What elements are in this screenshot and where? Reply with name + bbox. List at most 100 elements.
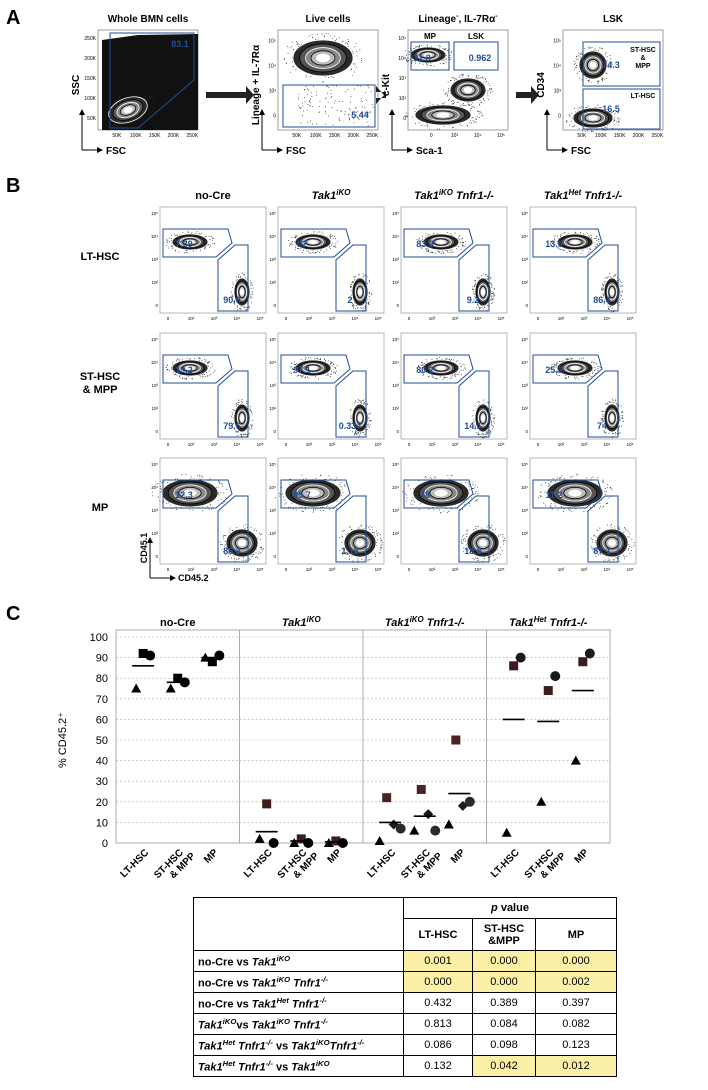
event-dot — [463, 370, 464, 371]
event-dot — [246, 309, 247, 310]
event-dot — [615, 400, 616, 401]
event-dot — [335, 373, 336, 374]
column-header-part: iKO — [439, 188, 454, 197]
event-dot — [472, 107, 473, 108]
event-dot — [243, 560, 244, 561]
event-dot — [358, 433, 359, 434]
event-dot — [355, 433, 356, 434]
event-dot — [381, 540, 382, 541]
event-dot — [341, 482, 342, 483]
event-dot — [297, 235, 298, 236]
x-tick-label: 10⁵ — [627, 442, 634, 447]
x-tick-label: 10³ — [452, 442, 459, 447]
event-dot — [166, 245, 167, 246]
event-dot — [621, 286, 622, 287]
event-dot — [485, 78, 486, 79]
event-dot — [595, 49, 596, 50]
event-dot — [171, 367, 172, 368]
event-dot — [169, 241, 170, 242]
event-dot — [331, 362, 332, 363]
event-dot — [296, 41, 297, 42]
event-dot — [593, 131, 594, 132]
y-tick-label: 10⁴ — [268, 64, 276, 70]
event-dot — [414, 108, 415, 109]
event-dot — [370, 529, 371, 530]
event-dot — [310, 76, 311, 77]
column-header-part: Tak1 — [544, 190, 569, 202]
event-dot — [329, 246, 330, 247]
event-dot — [580, 78, 581, 79]
event-dot — [477, 402, 478, 403]
event-dot — [238, 277, 239, 278]
event-dot — [610, 55, 611, 56]
event-dot — [609, 401, 610, 402]
event-dot — [474, 494, 475, 495]
event-dot — [470, 110, 471, 111]
event-dot — [602, 419, 603, 420]
event-dot — [283, 497, 284, 498]
event-dot — [284, 59, 285, 60]
event-dot — [448, 100, 449, 101]
event-dot — [369, 292, 370, 293]
event-dot — [251, 412, 252, 413]
event-dot — [480, 100, 481, 101]
event-dot — [362, 308, 363, 309]
x-tick-label: 10² — [188, 567, 195, 572]
gate-name-line: LSK — [468, 32, 484, 41]
event-dot — [472, 102, 473, 103]
event-dot — [427, 126, 428, 127]
event-dot — [485, 434, 486, 435]
event-dot — [488, 90, 489, 91]
event-dot — [286, 502, 287, 503]
event-dot — [296, 363, 297, 364]
event-dot — [252, 555, 253, 556]
event-dot — [244, 307, 245, 308]
event-dot — [333, 364, 334, 365]
x-tick-label: 10⁵ — [375, 567, 382, 572]
event-dot — [443, 63, 444, 64]
event-dot — [559, 361, 560, 362]
event-dot — [427, 45, 428, 46]
contour — [437, 366, 445, 370]
event-dot — [332, 107, 333, 108]
event-dot — [468, 75, 469, 76]
gate-value: 13.6 — [545, 239, 563, 249]
event-dot — [615, 434, 616, 435]
event-dot — [413, 504, 414, 505]
event-dot — [455, 373, 456, 374]
event-dot — [447, 50, 448, 51]
event-dot — [446, 358, 447, 359]
event-dot — [187, 231, 188, 232]
event-dot — [164, 482, 165, 483]
event-dot — [588, 375, 589, 376]
event-dot — [594, 238, 595, 239]
y-tick-label: 10⁴ — [553, 64, 561, 70]
event-dot — [177, 235, 178, 236]
event-dot — [218, 480, 219, 481]
event-dot — [363, 403, 364, 404]
event-dot — [330, 478, 331, 479]
plot-frame — [530, 333, 636, 439]
event-dot — [296, 510, 297, 511]
event-dot — [581, 106, 582, 107]
event-dot — [368, 302, 369, 303]
event-dot — [376, 542, 377, 543]
event-dot — [251, 282, 252, 283]
event-dot — [251, 288, 252, 289]
event-dot — [473, 291, 474, 292]
y-axis-label: c-Kit — [381, 73, 392, 96]
x-tick-label: 0 — [285, 316, 288, 321]
event-dot — [301, 377, 302, 378]
event-dot — [256, 552, 257, 553]
event-dot — [485, 274, 486, 275]
x-tick-label: 250K — [651, 133, 663, 139]
event-dot — [462, 364, 463, 365]
event-dot — [475, 283, 476, 284]
event-dot — [574, 252, 575, 253]
event-dot — [563, 361, 564, 362]
event-dot — [185, 474, 186, 475]
event-dot — [349, 114, 350, 115]
event-dot — [477, 78, 478, 79]
event-dot — [186, 378, 187, 379]
event-dot — [614, 119, 615, 120]
